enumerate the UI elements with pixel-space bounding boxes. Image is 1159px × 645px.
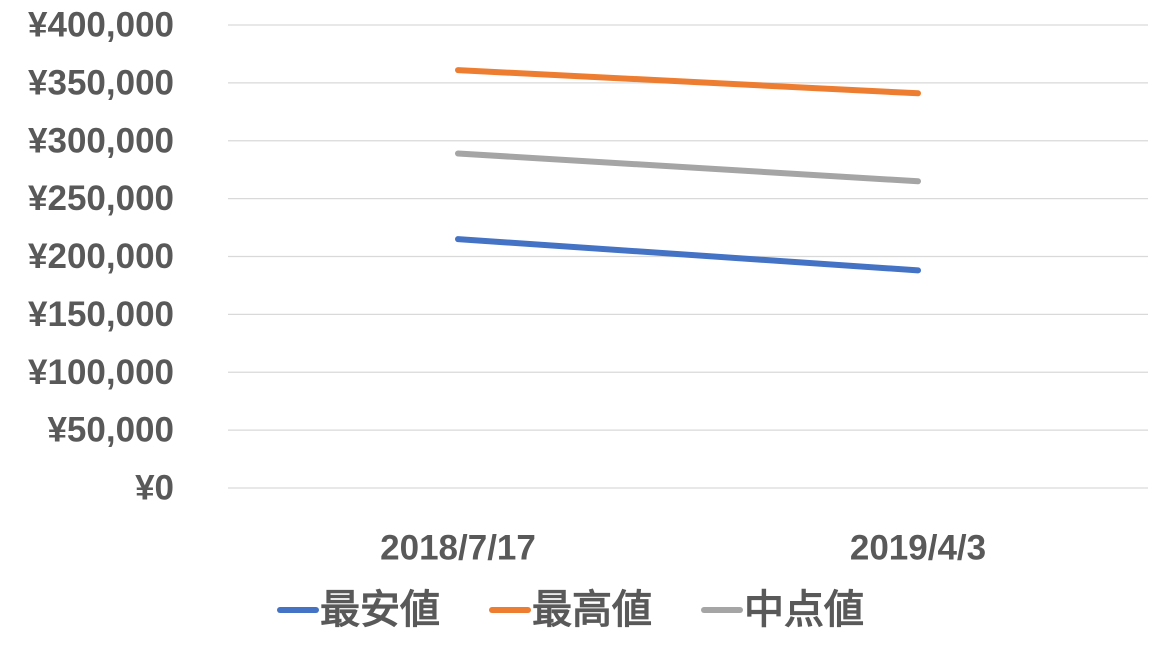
legend-label: 中点値 [744,588,864,632]
y-tick-label: ¥400,000 [28,6,174,45]
y-tick-label: ¥0 [135,469,174,508]
legend: 最安値 最高値 中点値 [277,588,864,632]
y-tick-label: ¥350,000 [28,63,174,102]
series-line-1 [455,236,921,274]
y-tick-label: ¥150,000 [28,295,174,334]
y-tick-label: ¥250,000 [28,179,174,218]
y-tick-label: ¥300,000 [28,121,174,160]
series-line-2 [455,67,921,97]
y-tick-label: ¥100,000 [28,353,174,392]
x-tick-label: 2018/7/17 [380,529,536,568]
legend-label: 最高値 [532,588,652,632]
series-lines [455,67,921,274]
y-tick-label: ¥200,000 [28,237,174,276]
y-axis-tick-labels: ¥0 ¥50,000 ¥100,000 ¥150,000 ¥200,000 ¥250,00… [28,6,174,508]
x-axis-tick-labels: 2018/7/17 2019/4/3 [380,529,986,568]
y-tick-label: ¥50,000 [47,411,174,450]
x-tick-label: 2019/4/3 [850,529,986,568]
series-line-3 [455,150,921,185]
legend-label: 最安値 [320,588,440,632]
